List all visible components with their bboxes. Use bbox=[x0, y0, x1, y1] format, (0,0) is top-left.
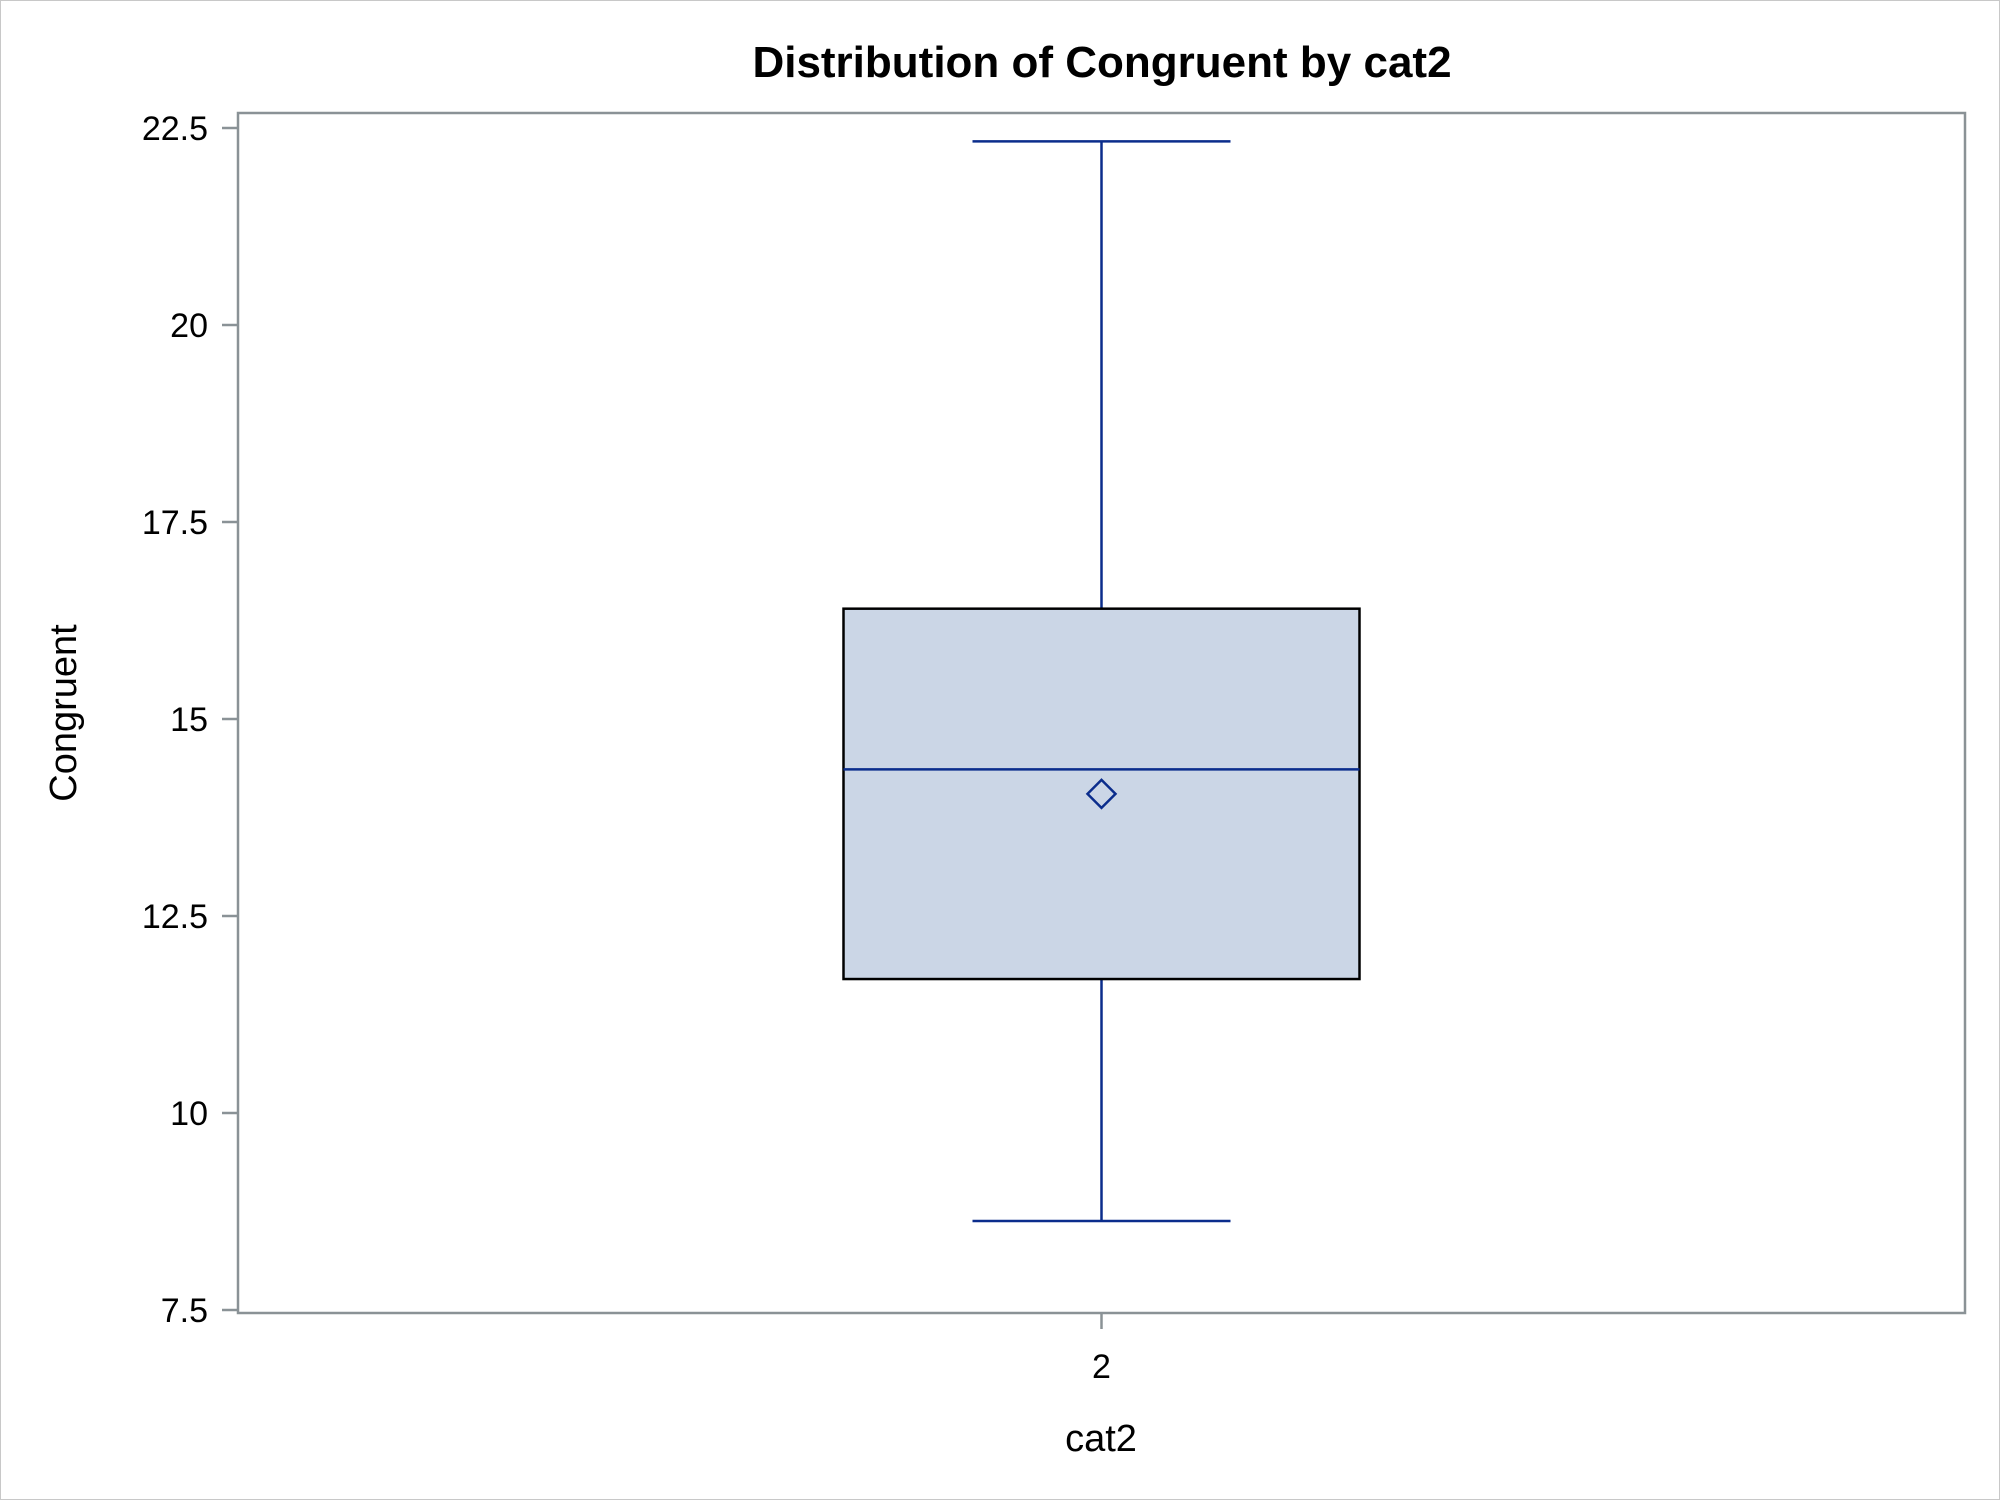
x-tick-label: 2 bbox=[1092, 1348, 1111, 1386]
y-axis-label: Congruent bbox=[43, 624, 85, 802]
x-axis: 2 bbox=[1092, 1313, 1111, 1386]
y-axis: 7.5 10 12.5 15 17.5 20 22.5 bbox=[142, 110, 238, 1330]
y-tick-label: 10 bbox=[170, 1095, 208, 1133]
mean-marker bbox=[1085, 778, 1118, 810]
y-tick-label: 7.5 bbox=[161, 1292, 208, 1330]
y-tick-label: 15 bbox=[170, 701, 208, 739]
y-tick-label: 12.5 bbox=[142, 898, 208, 936]
chart-title: Distribution of Congruent by cat2 bbox=[752, 38, 1451, 87]
box-group bbox=[842, 140, 1361, 1223]
y-tick-label: 20 bbox=[170, 307, 208, 345]
y-tick-label: 22.5 bbox=[142, 110, 208, 148]
y-tick-label: 17.5 bbox=[142, 504, 208, 542]
x-axis-label: cat2 bbox=[1065, 1418, 1137, 1460]
iqr-box bbox=[842, 607, 1361, 981]
